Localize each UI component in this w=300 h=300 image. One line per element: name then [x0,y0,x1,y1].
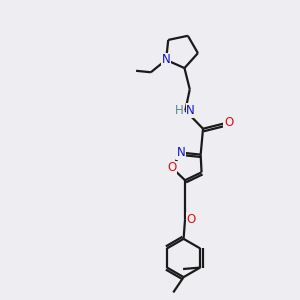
Text: O: O [167,161,176,174]
Text: N: N [162,53,170,66]
Text: O: O [186,213,196,226]
Text: N: N [186,104,195,117]
Text: N: N [177,146,185,159]
Text: H: H [175,104,183,117]
Text: O: O [224,116,233,129]
